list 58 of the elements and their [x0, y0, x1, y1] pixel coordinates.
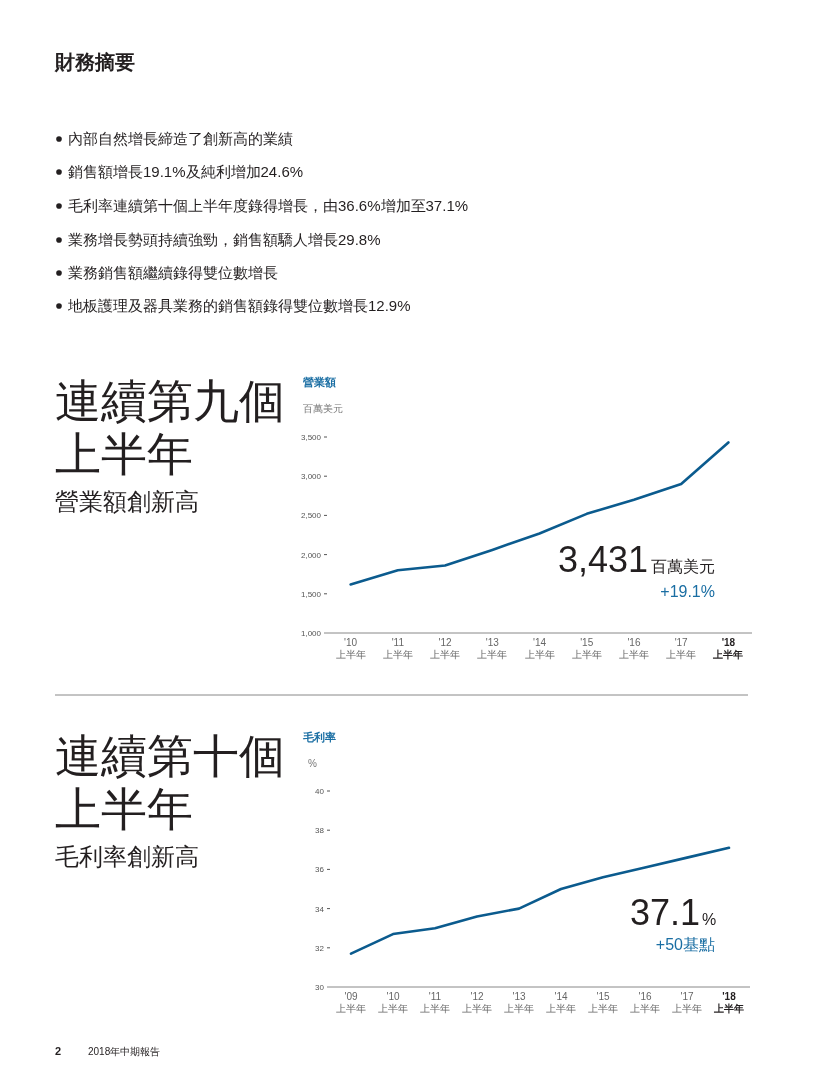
- text: 財務摘要: [54, 51, 135, 73]
- line-series: [349, 846, 731, 955]
- x-tick-label: '12 上半年: [462, 991, 492, 1014]
- x-tick-label: '18 上半年: [712, 637, 744, 660]
- y-tick-label: 40: [315, 787, 325, 796]
- title: 營業額: [303, 376, 336, 388]
- x-tick-label: '10 上半年: [335, 637, 366, 660]
- x-tick-label: '14 上半年: [546, 991, 576, 1014]
- title: 毛利率: [303, 731, 336, 743]
- annotation: 3,431: [557, 539, 648, 580]
- x-tick-label: '18 上半年: [713, 991, 744, 1014]
- annotation: 37.1: [629, 892, 700, 933]
- annotation: 百萬美元: [651, 558, 715, 575]
- y-tick-label: 34: [315, 904, 325, 914]
- text: 毛利率創新高: [55, 843, 199, 870]
- text: 營業額創新高: [55, 488, 199, 515]
- y-tick-label: 2,000: [300, 550, 322, 560]
- x-tick-label: '16 上半年: [618, 637, 649, 660]
- annotation: %: [702, 911, 717, 928]
- y-tick-label: 1,000: [300, 629, 322, 638]
- y-tick-label: 30: [315, 983, 325, 992]
- y-tick-label: 2,500: [300, 511, 322, 521]
- text: 地板護理及器具業務的銷售額錄得雙位數增長12.9%: [67, 297, 411, 314]
- ylabel: %: [308, 758, 317, 769]
- text: 上半年: [55, 428, 193, 480]
- x-tick-label: '13 上半年: [504, 991, 534, 1014]
- x-tick-label: '09 上半年: [336, 991, 366, 1014]
- text: 毛利率連續第十個上半年度錄得增長，由36.6%增加至37.1%: [68, 197, 469, 214]
- text: 上半年: [55, 783, 193, 835]
- x-tick-label: '10 上半年: [378, 991, 408, 1014]
- text: 連續第九個: [55, 375, 285, 427]
- y-tick-label: 3,000: [300, 472, 322, 482]
- text: 2: [55, 1045, 62, 1057]
- x-tick-label: '12 上半年: [430, 637, 461, 660]
- y-tick-label: 36: [315, 865, 325, 875]
- text: 連續第十個: [55, 730, 285, 782]
- x-tick-label: '15 上半年: [588, 991, 618, 1014]
- x-tick-label: '17 上半年: [672, 991, 702, 1014]
- y-tick-label: 1,500: [300, 589, 322, 599]
- text: 2018年中期報告: [88, 1046, 161, 1057]
- y-tick-label: 38: [315, 826, 325, 836]
- x-tick-label: '17 上半年: [666, 637, 697, 660]
- line-series: [349, 441, 730, 586]
- x-tick-label: '13 上半年: [477, 637, 508, 660]
- x-tick-label: '11 上半年: [382, 637, 413, 660]
- text: 內部自然增長締造了創新高的業績: [68, 130, 293, 147]
- text: 銷售額增長19.1%及純利增加24.6%: [68, 163, 304, 180]
- x-tick-label: '15 上半年: [571, 637, 602, 660]
- x-tick-label: '14 上半年: [524, 637, 555, 660]
- text: 業務增長勢頭持續強勁，銷售額驕人增長29.8%: [68, 231, 381, 248]
- ylabel: 百萬美元: [303, 403, 343, 414]
- annotation: +19.1%: [660, 583, 715, 600]
- x-tick-label: '11 上半年: [420, 991, 450, 1014]
- y-tick-label: 3,500: [300, 433, 322, 442]
- text: 業務銷售額繼續錄得雙位數增長: [68, 264, 278, 281]
- annotation: +50基點: [655, 936, 715, 953]
- x-tick-label: '16 上半年: [630, 991, 660, 1014]
- y-tick-label: 32: [315, 943, 325, 953]
